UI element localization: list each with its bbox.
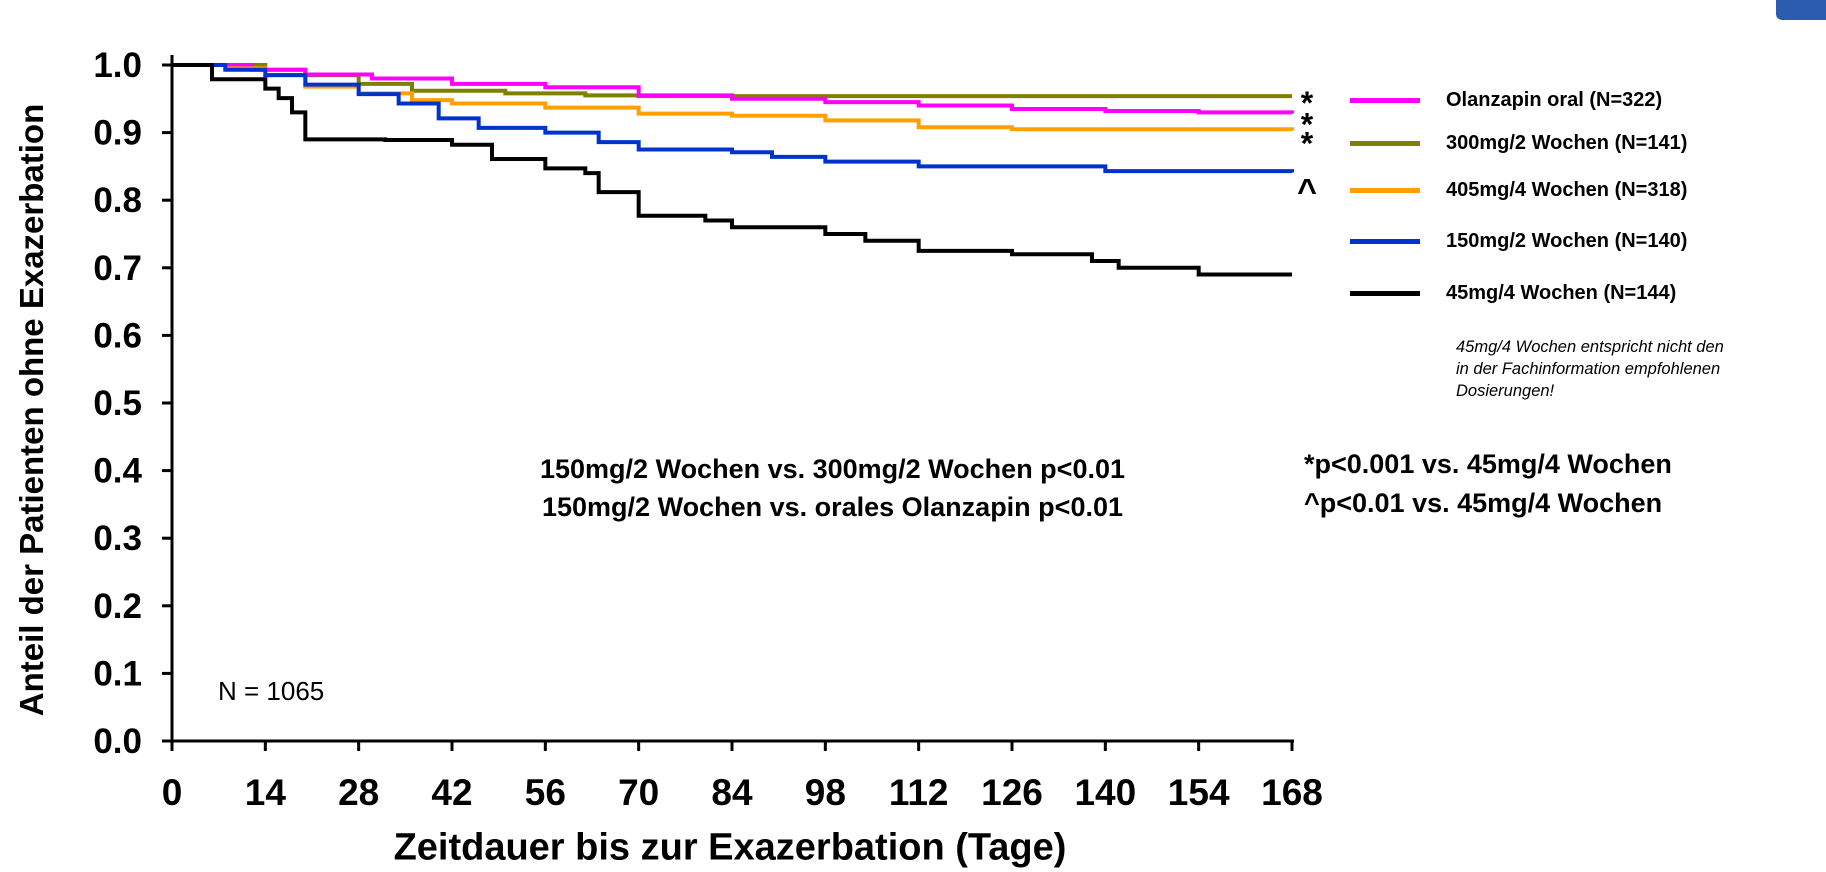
curve-line xyxy=(172,63,1292,99)
x-tick-label: 168 xyxy=(1261,772,1323,813)
y-tick-label: 0.9 xyxy=(93,114,142,153)
curve-line xyxy=(172,63,1294,115)
annotation-caret-footnote: ^p<0.01 vs. 45mg/4 Wochen xyxy=(1304,488,1663,518)
annotation-150-vs-300: 150mg/2 Wochen vs. 300mg/2 Wochen p<0.01 xyxy=(540,454,1125,484)
x-tick-label: 14 xyxy=(245,772,287,813)
x-tick-label: 126 xyxy=(981,772,1043,813)
curve-end-marker: ^ xyxy=(1297,172,1317,210)
chart-axes: 0 14 28 42 56 70 84 98 112 126 140 154 168 0.0 0.1 0.2 0… xyxy=(93,46,1323,813)
curve-line xyxy=(172,63,1292,277)
legend-label: 45mg/4 Wochen (N=144) xyxy=(1446,281,1677,304)
y-tick-label: 0.6 xyxy=(93,316,142,355)
legend-label: Olanzapin oral (N=322) xyxy=(1446,88,1663,111)
x-tick-label: 154 xyxy=(1168,772,1230,813)
y-axis-label: Anteil der Patienten ohne Exazerbation xyxy=(13,103,50,717)
y-tick-label: 1.0 xyxy=(93,46,142,85)
legend-item: 150mg/2 Wochen (N=140) xyxy=(1350,226,1687,256)
legend-item: 45mg/4 Wochen (N=144) xyxy=(1350,278,1676,308)
y-tick-label: 0.2 xyxy=(93,587,142,626)
y-tick-label: 0.4 xyxy=(93,452,142,491)
x-tick-label: 70 xyxy=(618,772,659,813)
x-tick-label: 84 xyxy=(711,772,753,813)
x-tick-label: 140 xyxy=(1074,772,1136,813)
x-tick-label: 28 xyxy=(338,772,379,813)
legend-label: 405mg/4 Wochen (N=318) xyxy=(1446,178,1688,201)
legend-item: 405mg/4 Wochen (N=318) xyxy=(1350,175,1687,205)
curve-end-marker: * xyxy=(1301,85,1314,121)
x-tick-label: 0 xyxy=(162,772,183,813)
legend-swatch xyxy=(1350,290,1420,296)
curve-line xyxy=(172,63,1294,174)
legend-swatch xyxy=(1350,97,1420,103)
y-tick-label: 0.1 xyxy=(93,654,142,693)
x-tick-label: 98 xyxy=(805,772,846,813)
chart-end-markers: ***^ xyxy=(1297,85,1317,210)
y-tick-label: 0.0 xyxy=(93,722,142,761)
dosage-note: 45mg/4 Wochen entspricht nicht den in de… xyxy=(1456,338,1724,400)
legend-swatch xyxy=(1350,238,1420,244)
y-tick-label: 0.7 xyxy=(93,249,142,288)
legend-label: 300mg/2 Wochen (N=141) xyxy=(1446,131,1688,154)
legend-swatch xyxy=(1350,187,1420,193)
x-tick-label: 42 xyxy=(431,772,472,813)
legend-label: 150mg/2 Wochen (N=140) xyxy=(1446,229,1688,252)
legend-item: Olanzapin oral (N=322) xyxy=(1350,85,1662,115)
legend-item: 300mg/2 Wochen (N=141) xyxy=(1350,128,1687,158)
annotation-star-footnote: *p<0.001 vs. 45mg/4 Wochen xyxy=(1304,449,1672,479)
y-tick-label: 0.8 xyxy=(93,181,142,220)
y-tick-label: 0.3 xyxy=(93,519,142,558)
y-tick-label: 0.5 xyxy=(93,384,142,423)
curve-end-marker: * xyxy=(1301,107,1314,143)
x-tick-label: 56 xyxy=(525,772,566,813)
total-n-label: N = 1065 xyxy=(218,676,325,706)
annotation-150-vs-oral: 150mg/2 Wochen vs. orales Olanzapin p<0.… xyxy=(542,492,1123,522)
curve-end-marker: * xyxy=(1301,126,1314,162)
legend-swatch xyxy=(1350,140,1420,146)
chart-curves xyxy=(172,63,1294,277)
x-tick-label: 112 xyxy=(889,772,949,813)
corner-logo-mark xyxy=(1776,0,1826,20)
x-axis-label: Zeitdauer bis zur Exazerbation (Tage) xyxy=(393,826,1067,869)
